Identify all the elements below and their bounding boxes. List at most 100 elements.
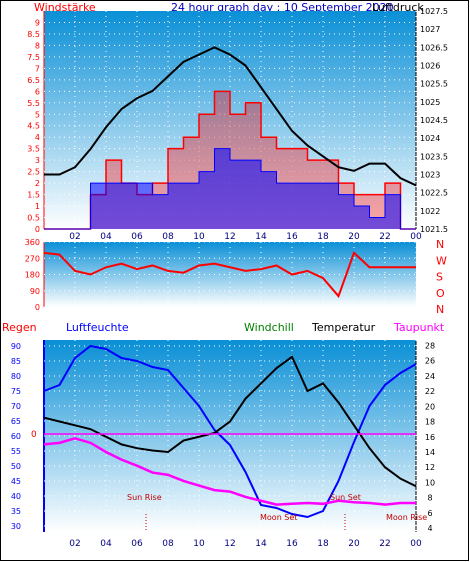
x-tick-label-bottom: 02 bbox=[69, 539, 80, 549]
wind-tick-label: 4 bbox=[35, 133, 40, 142]
x-tick-label-top: 06 bbox=[131, 232, 143, 242]
x-tick-label-top: 00 bbox=[410, 232, 422, 242]
wind-tick-label: 3.5 bbox=[27, 145, 40, 154]
pressure-tick-label: 1024.5 bbox=[420, 116, 448, 125]
direction-letter: O bbox=[436, 287, 445, 300]
moon-set-label: Moon Set bbox=[260, 513, 297, 522]
pressure-tick-label: 1022.5 bbox=[420, 189, 448, 198]
humidity-tick-label: 55 bbox=[11, 447, 21, 456]
wind-tick-label: 7 bbox=[35, 64, 40, 73]
humidity-tick-label: 65 bbox=[11, 417, 21, 426]
x-tick-label-top: 10 bbox=[193, 232, 205, 242]
legend-taupunkt: Taupunkt bbox=[393, 321, 445, 334]
pressure-tick-label: 1026 bbox=[420, 62, 440, 71]
pressure-tick-label: 1023.5 bbox=[420, 152, 448, 161]
x-tick-label-top: 04 bbox=[100, 232, 112, 242]
temperature-tick-label: 4 bbox=[427, 524, 432, 533]
wind-tick-label: 5.5 bbox=[27, 99, 40, 108]
pressure-tick-label: 1022 bbox=[420, 207, 440, 216]
humidity-tick-label: 70 bbox=[11, 402, 21, 411]
humidity-tick-label: 75 bbox=[11, 387, 21, 396]
dewpoint-line bbox=[43, 436, 416, 506]
gust-line bbox=[44, 148, 416, 230]
sun-rise-label: Sun Rise bbox=[127, 493, 162, 502]
wind-tick-label: 8 bbox=[35, 41, 40, 50]
wind-tick-label: 0 bbox=[35, 225, 40, 234]
humidity-tick-label: 80 bbox=[11, 372, 21, 381]
x-tick-label-bottom: 06 bbox=[131, 539, 143, 549]
wind-tick-label: 9 bbox=[35, 18, 40, 27]
x-tick-label-top: 14 bbox=[255, 232, 267, 242]
wind-tick-label: 2.5 bbox=[27, 168, 40, 177]
legend-windchill: Windchill bbox=[244, 321, 294, 334]
x-tick-label-top: 22 bbox=[379, 232, 390, 242]
pressure-tick-label: 1025.5 bbox=[420, 80, 448, 89]
temperature-tick-label: 14 bbox=[425, 448, 435, 457]
x-tick-label-bottom: 22 bbox=[379, 539, 390, 549]
x-tick-label-top: 12 bbox=[224, 232, 235, 242]
wind-tick-label: 6.5 bbox=[27, 76, 40, 85]
wind-tick-label: 2 bbox=[35, 179, 40, 188]
wind-tick-label: 1.5 bbox=[27, 191, 40, 200]
x-tick-label-bottom: 18 bbox=[317, 539, 329, 549]
moon-rise-label: Moon Rise bbox=[386, 513, 427, 522]
temperature-tick-label: 20 bbox=[425, 402, 435, 411]
series-layer bbox=[43, 46, 417, 519]
temperature-tick-label: 16 bbox=[425, 433, 435, 442]
x-tick-label-top: 20 bbox=[348, 232, 360, 242]
temperature-tick-label: 12 bbox=[425, 463, 435, 472]
wind-tick-label: 1 bbox=[35, 202, 40, 211]
pressure-tick-label: 1027 bbox=[420, 25, 440, 34]
humidity-line bbox=[43, 344, 417, 519]
legend-regen: Regen bbox=[2, 321, 37, 334]
pressure-tick-label: 1021.5 bbox=[420, 225, 448, 234]
humidity-tick-label: 30 bbox=[11, 522, 21, 531]
x-tick-label-top: 16 bbox=[286, 232, 298, 242]
rain-zero-label: 0 bbox=[31, 430, 37, 440]
sun-set-label: Sun Set bbox=[330, 493, 361, 502]
gust-area bbox=[44, 148, 416, 229]
wind-tick-label: 6 bbox=[35, 87, 40, 96]
wind-line bbox=[44, 90, 416, 230]
humidity-tick-label: 60 bbox=[11, 432, 21, 441]
direction-letter: S bbox=[436, 271, 443, 284]
x-tick-label-bottom: 00 bbox=[410, 539, 422, 549]
humidity-tick-label: 90 bbox=[11, 342, 21, 351]
direction-tick-label: 360 bbox=[25, 238, 40, 247]
wind-tick-label: 7.5 bbox=[27, 53, 40, 62]
x-tick-label-bottom: 08 bbox=[162, 539, 174, 549]
x-tick-label-bottom: 10 bbox=[193, 539, 205, 549]
axis-ticks-layer: 0202040406060808101012121414161618182020… bbox=[11, 7, 448, 549]
direction-tick-label: 180 bbox=[25, 271, 40, 280]
temperature-tick-label: 10 bbox=[425, 478, 435, 487]
humidity-tick-label: 35 bbox=[11, 507, 21, 516]
chart-title: 24 hour graph day : 10 September 2020 bbox=[171, 1, 394, 14]
x-tick-label-bottom: 04 bbox=[100, 539, 112, 549]
wind-tick-label: 8.5 bbox=[27, 30, 40, 39]
pressure-tick-label: 1026.5 bbox=[420, 43, 448, 52]
temperature-tick-label: 24 bbox=[425, 372, 435, 381]
wind-direction-line bbox=[43, 251, 416, 299]
humidity-tick-label: 40 bbox=[11, 492, 21, 501]
pressure-axis-title: Luftdruck bbox=[372, 1, 424, 14]
direction-letter: N bbox=[436, 238, 444, 251]
direction-letter: W bbox=[436, 254, 447, 267]
pressure-tick-label: 1024 bbox=[420, 134, 440, 143]
temperature-tick-label: 6 bbox=[427, 509, 432, 518]
x-tick-label-top: 18 bbox=[317, 232, 329, 242]
temperature-tick-label: 8 bbox=[427, 494, 432, 503]
humidity-tick-label: 45 bbox=[11, 477, 21, 486]
humidity-tick-label: 50 bbox=[11, 462, 21, 471]
wind-tick-label: 3 bbox=[35, 156, 40, 165]
temperature-line bbox=[43, 355, 417, 488]
wind-tick-label: 0.5 bbox=[27, 214, 40, 223]
temperature-tick-label: 22 bbox=[425, 387, 435, 396]
direction-tick-label: 90 bbox=[30, 287, 40, 296]
direction-tick-label: 270 bbox=[25, 254, 40, 263]
pressure-tick-label: 1025 bbox=[420, 98, 440, 107]
x-tick-label-bottom: 14 bbox=[255, 539, 267, 549]
pressure-tick-label: 1027.5 bbox=[420, 7, 448, 16]
